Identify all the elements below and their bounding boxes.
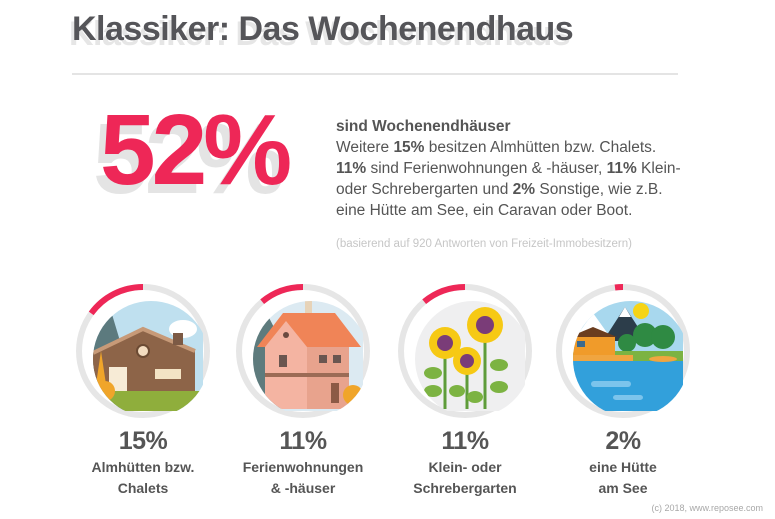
page-title: Klassiker: Das Wochenendhaus Klassiker: … — [69, 10, 574, 53]
divider — [72, 73, 678, 75]
description-line: 11% sind Ferienwohnungen & -häuser, 11% … — [336, 158, 696, 179]
category-card: 11% Ferienwohnungen & -häuser — [228, 283, 378, 498]
holiday-house-icon — [253, 301, 363, 411]
copyright: (c) 2018, www.reposee.com — [651, 503, 763, 513]
progress-ring — [235, 283, 371, 419]
headline-description: sind Wochenendhäuser Weitere 15% besitze… — [336, 116, 696, 221]
category-percent: 11% — [279, 427, 327, 455]
description-text: Weitere — [336, 139, 394, 156]
category-label-line-2: Chalets — [117, 480, 169, 496]
headline-subtitle: sind Wochenendhäuser — [336, 118, 511, 135]
description-text: eine Hütte am See, ein Caravan oder Boot… — [336, 202, 633, 219]
category-label-line-1: Klein- oder — [428, 459, 502, 475]
highlight-percent: 15% — [393, 139, 425, 156]
description-lines: Weitere 15% besitzen Almhütten bzw. Chal… — [336, 137, 696, 221]
progress-ring — [75, 283, 211, 419]
description-line: oder Schrebergarten und 2% Sonstige, wie… — [336, 179, 696, 200]
highlight-percent: 2% — [512, 181, 536, 198]
ring-svg — [236, 284, 370, 418]
title-shadow: Klassiker: Das Wochenendhaus — [69, 15, 571, 53]
description-line: Weitere 15% besitzen Almhütten bzw. Chal… — [336, 137, 696, 158]
description-line: eine Hütte am See, ein Caravan oder Boot… — [336, 200, 696, 221]
ring-progress — [556, 284, 690, 418]
category-card: 2% eine Hütte am See — [548, 283, 698, 498]
ring-svg — [76, 284, 210, 418]
category-label-line-1: eine Hütte — [589, 459, 657, 475]
source-note: (basierend auf 920 Antworten von Freizei… — [336, 238, 632, 250]
description-text: sind Ferienwohnungen & -häuser, — [366, 160, 607, 177]
description-text: besitzen Almhütten bzw. Chalets. — [424, 139, 657, 156]
category-percent: 2% — [605, 427, 641, 455]
highlight-percent: 11% — [606, 160, 637, 177]
category-percent: 11% — [441, 427, 489, 455]
category-label-line-2: am See — [598, 480, 648, 496]
category-label-line-2: & -häuser — [270, 480, 336, 496]
highlight-percent: 11% — [336, 160, 367, 177]
description-text: Sonstige, wie z.B. — [535, 181, 663, 198]
progress-ring — [555, 283, 691, 419]
category-card: 11% Klein- oder Schrebergarten — [390, 283, 540, 498]
category-percent: 15% — [118, 427, 168, 455]
description-text: oder Schrebergarten und — [336, 181, 513, 198]
ring-svg — [556, 284, 690, 418]
ring-progress — [236, 284, 370, 418]
progress-ring — [397, 283, 533, 419]
lake-hut-icon — [573, 301, 683, 411]
ring-progress — [76, 284, 210, 418]
headline-percent-shadow: 52% — [93, 103, 285, 215]
ring-svg — [398, 284, 532, 418]
category-label-line-1: Almhütten bzw. — [91, 459, 195, 475]
title-text: Klassiker: Das Wochenendhaus — [72, 10, 574, 48]
headline-percent-value: 52% — [100, 94, 292, 206]
sunflower-garden-icon — [415, 301, 525, 411]
chalet-icon — [93, 301, 203, 411]
category-card: 15% Almhütten bzw. Chalets — [68, 283, 218, 498]
category-label-line-2: Schrebergarten — [413, 480, 517, 496]
headline-percent: 52% 52% — [93, 100, 292, 209]
category-label-line-1: Ferienwohnungen — [242, 459, 364, 475]
ring-progress — [398, 284, 532, 418]
description-text: Klein- — [636, 160, 681, 177]
